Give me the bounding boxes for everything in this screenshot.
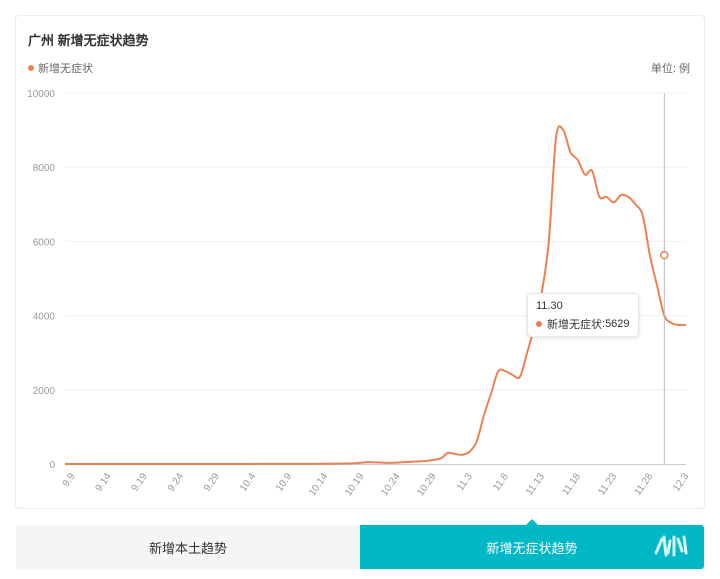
x-tick-label: 11.8 xyxy=(491,471,511,493)
x-tick-label: 12.3 xyxy=(671,471,691,494)
x-tick-label: 10.19 xyxy=(343,471,367,498)
chart-tooltip: 11.30 新增无症状: 5629 xyxy=(527,293,639,337)
x-tick-label: 10.9 xyxy=(274,471,294,494)
active-tab-pointer-icon xyxy=(526,519,538,525)
x-tick-label: 11.18 xyxy=(560,471,583,498)
x-tick-label: 9.14 xyxy=(94,471,114,494)
x-tick-label: 11.3 xyxy=(455,471,475,493)
x-tick-label: 10.24 xyxy=(379,471,403,498)
y-tick-label: 0 xyxy=(49,460,55,471)
x-tick-label: 9.9 xyxy=(61,471,78,489)
tab-asymptomatic-trend-label: 新增无症状趋势 xyxy=(486,540,578,556)
tooltip-sep: : xyxy=(602,318,606,330)
unit-label: 单位: 例 xyxy=(650,63,690,75)
y-tick-label: 10000 xyxy=(27,89,55,100)
x-tick-label: 10.29 xyxy=(415,471,439,498)
legend-label: 新增无症状 xyxy=(38,63,93,75)
x-tick-label: 10.14 xyxy=(307,471,331,498)
tooltip-series: 新增无症状 xyxy=(547,319,602,331)
chart-title: 广州 新增无症状趋势 xyxy=(28,33,149,48)
tab-local-trend-label: 新增本土趋势 xyxy=(148,540,227,556)
x-tick-label: 9.24 xyxy=(166,471,186,494)
trend-line-chart[interactable]: 0 2000 4000 6000 8000 10000 9.9 9.14 9.19 9.24 9.2… xyxy=(0,0,720,520)
tab-local-trend[interactable]: 新增本土趋势 xyxy=(16,525,360,569)
y-tick-label: 4000 xyxy=(33,312,56,323)
tab-asymptomatic-trend[interactable]: 新增无症状趋势 xyxy=(360,525,704,569)
x-tick-label: 11.28 xyxy=(632,471,655,498)
x-tick-label: 9.19 xyxy=(130,471,150,494)
hover-point xyxy=(660,250,669,260)
tooltip-dot-icon xyxy=(536,321,542,327)
y-tick-label: 6000 xyxy=(33,237,56,248)
x-tick-label: 11.13 xyxy=(524,471,547,498)
watermark-logo-icon xyxy=(654,535,688,557)
y-tick-label: 2000 xyxy=(33,386,56,397)
x-tick-label: 10.4 xyxy=(238,471,258,494)
tooltip-date: 11.30 xyxy=(536,300,563,312)
chart-legend[interactable]: 新增无症状 xyxy=(28,60,93,76)
legend-dot-icon xyxy=(28,65,34,71)
tooltip-value: 5629 xyxy=(605,318,630,330)
chart-card: 广州 新增无症状趋势 新增无症状 单位: 例 xyxy=(15,15,705,509)
x-tick-label: 9.29 xyxy=(202,471,222,494)
x-tick-label: 11.23 xyxy=(596,471,619,498)
series-line xyxy=(64,125,687,466)
y-tick-label: 8000 xyxy=(33,163,56,174)
